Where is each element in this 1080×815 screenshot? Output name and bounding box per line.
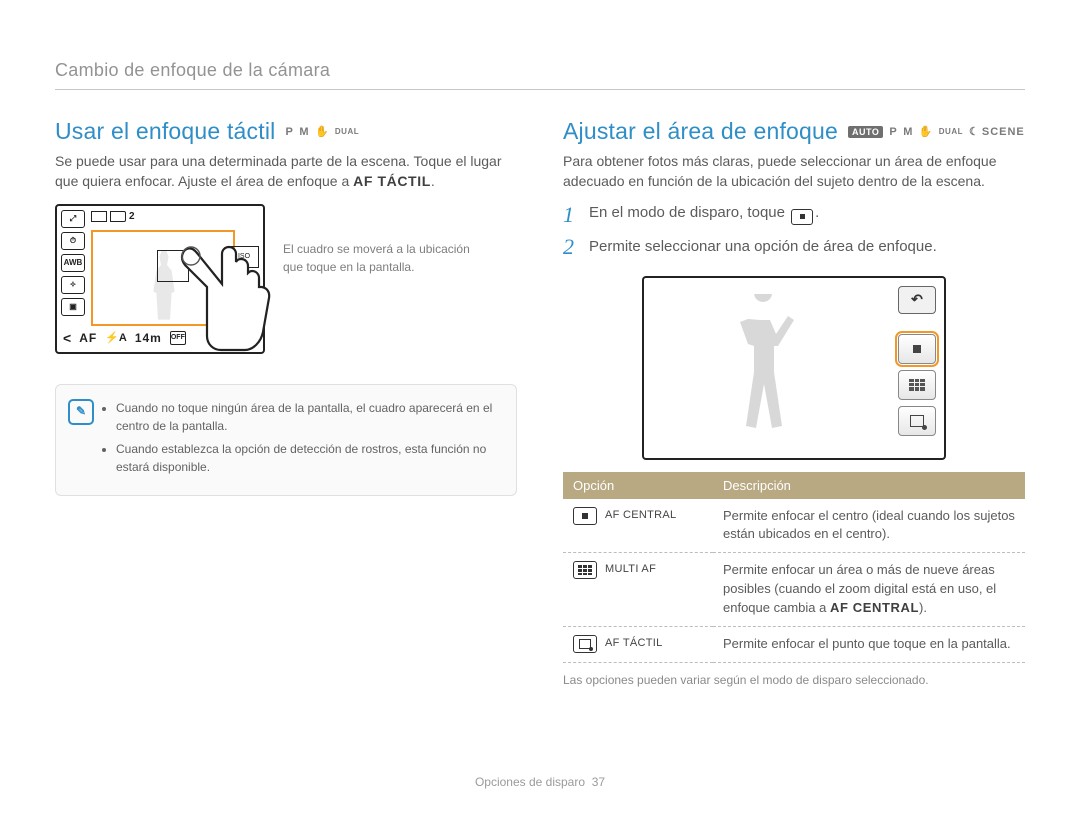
screen-bottom-bar: < AF ⚡A 14m OFF [63,328,257,348]
bottom-flash: ⚡A [105,331,127,344]
screen-top-status: 2 [91,211,135,222]
left-body-bold: AF TÁCTIL [353,173,431,189]
d1s: ). [919,600,927,615]
page: Cambio de enfoque de la cámara Usar el e… [0,0,1080,815]
mode-hand-r-icon: ✋ [919,125,933,138]
subject-silhouette [730,294,800,444]
step-2-num: 2 [563,234,579,260]
step-1-num: 1 [563,202,579,228]
left-body: Se puede usar para una determinada parte… [55,151,517,192]
d2p: Permite enfocar el punto que toque en la… [723,636,1011,651]
opt-desc-center: Permite enfocar el centro (ideal cuando … [713,499,1025,553]
step-1-text: En el modo de disparo, toque . [589,204,819,225]
screen-icon-1: ⤢ [61,210,85,228]
af-tactil-icon [573,635,597,653]
shot-count: 2 [129,211,135,222]
mode-p: P [285,126,293,138]
opt-label-touch: AF TÁCTIL [605,636,663,652]
mode-dual: DUAL [335,127,359,136]
left-body-post: . [431,173,435,189]
screen-icon-2: ⏱ [61,232,85,250]
screen-icon-5: ▣ [61,298,85,316]
bottom-res: 14m [135,331,162,345]
note-box: ✎ Cuando no toque ningún área de la pant… [55,384,517,496]
screen-icon-awb: AWB [61,254,85,272]
d0p: Permite enfocar el centro (ideal cuando … [723,508,1015,542]
table-row: MULTI AF Permite enfocar un área o más d… [563,553,1025,627]
scene-label: SCENE [982,126,1025,138]
right-title-row: Ajustar el área de enfoque AUTO P M ✋ DU… [563,118,1025,145]
screen-left-icon-col: ⤢ ⏱ AWB ✧ ▣ [61,210,85,316]
bottom-af: AF [79,331,97,345]
focus-option-column [898,334,936,436]
opt-cell-touch: AF TÁCTIL [573,635,703,653]
left-column: Usar el enfoque táctil P M ✋ DUAL Se pue… [55,118,517,687]
footer-label: Opciones de disparo [475,775,585,789]
left-title-row: Usar el enfoque táctil P M ✋ DUAL [55,118,517,145]
mode-scene: ☾ SCENE [969,125,1025,138]
opt-cell-center: AF CENTRAL [573,507,703,525]
step-1-post: . [815,204,819,221]
screen-icon-4: ✧ [61,276,85,294]
opt-desc-multi: Permite enfocar un área o más de nueve á… [713,553,1025,627]
mode-m: M [299,126,309,138]
d1b: AF CENTRAL [830,600,919,615]
step-2: 2 Permite seleccionar una opción de área… [563,234,1025,260]
back-button[interactable]: ↶ [898,286,936,314]
th-option: Opción [563,472,713,499]
note-item-1: Cuando no toque ningún área de la pantal… [116,399,500,436]
focus-select-diagram: ↶ [642,276,946,460]
moon-icon: ☾ [969,125,980,138]
step-1: 1 En el modo de disparo, toque . [563,202,1025,228]
left-mode-badges: P M ✋ DUAL [285,125,359,138]
focus-option-multi[interactable] [898,370,936,400]
right-column: Ajustar el área de enfoque AUTO P M ✋ DU… [563,118,1025,687]
af-central-icon [573,507,597,525]
footer-page: 37 [592,775,605,789]
page-footer: Opciones de disparo 37 [0,775,1080,789]
bottom-off-box: OFF [170,331,186,345]
focus-option-touch[interactable] [898,406,936,436]
focus-option-center[interactable] [898,334,936,364]
chevron-left-icon: < [63,330,71,346]
table-footnote: Las opciones pueden variar según el modo… [563,673,1025,687]
opt-cell-multi: MULTI AF [573,561,703,579]
mode-m-r: M [903,126,913,138]
side-note: El cuadro se moverá a la ubicación que t… [283,240,473,276]
camera-screen-mock: ⤢ ⏱ AWB ✧ ▣ 2 ISO [55,204,265,354]
options-table: Opción Descripción AF CENTRAL Pe [563,472,1025,663]
note-list: Cuando no toque ningún área de la pantal… [104,399,500,477]
multi-af-icon [573,561,597,579]
th-desc: Descripción [713,472,1025,499]
touch-illustration-row: ⤢ ⏱ AWB ✧ ▣ 2 ISO [55,204,517,354]
breadcrumb: Cambio de enfoque de la cámara [55,60,1025,90]
mode-auto: AUTO [848,126,883,138]
opt-label-center: AF CENTRAL [605,508,676,524]
opt-label-multi: MULTI AF [605,562,656,578]
step-1-pre: En el modo de disparo, toque [589,204,789,221]
right-mode-badges: AUTO P M ✋ DUAL ☾ SCENE [848,125,1025,138]
content-columns: Usar el enfoque táctil P M ✋ DUAL Se pue… [55,118,1025,687]
mode-hand-icon: ✋ [315,125,329,138]
right-title: Ajustar el área de enfoque [563,118,838,145]
note-item-2: Cuando establezca la opción de detección… [116,440,500,477]
mode-p-r: P [889,126,897,138]
note-icon: ✎ [68,399,94,425]
step-2-text: Permite seleccionar una opción de área d… [589,238,937,255]
mode-dual-r: DUAL [939,127,963,136]
af-area-icon [791,209,813,225]
right-body: Para obtener fotos más claras, puede sel… [563,151,1025,192]
opt-desc-touch: Permite enfocar el punto que toque en la… [713,626,1025,662]
table-row: AF CENTRAL Permite enfocar el centro (id… [563,499,1025,553]
table-row: AF TÁCTIL Permite enfocar el punto que t… [563,626,1025,662]
battery-icon [91,211,107,222]
sd-icon [110,211,126,222]
left-title: Usar el enfoque táctil [55,118,275,145]
